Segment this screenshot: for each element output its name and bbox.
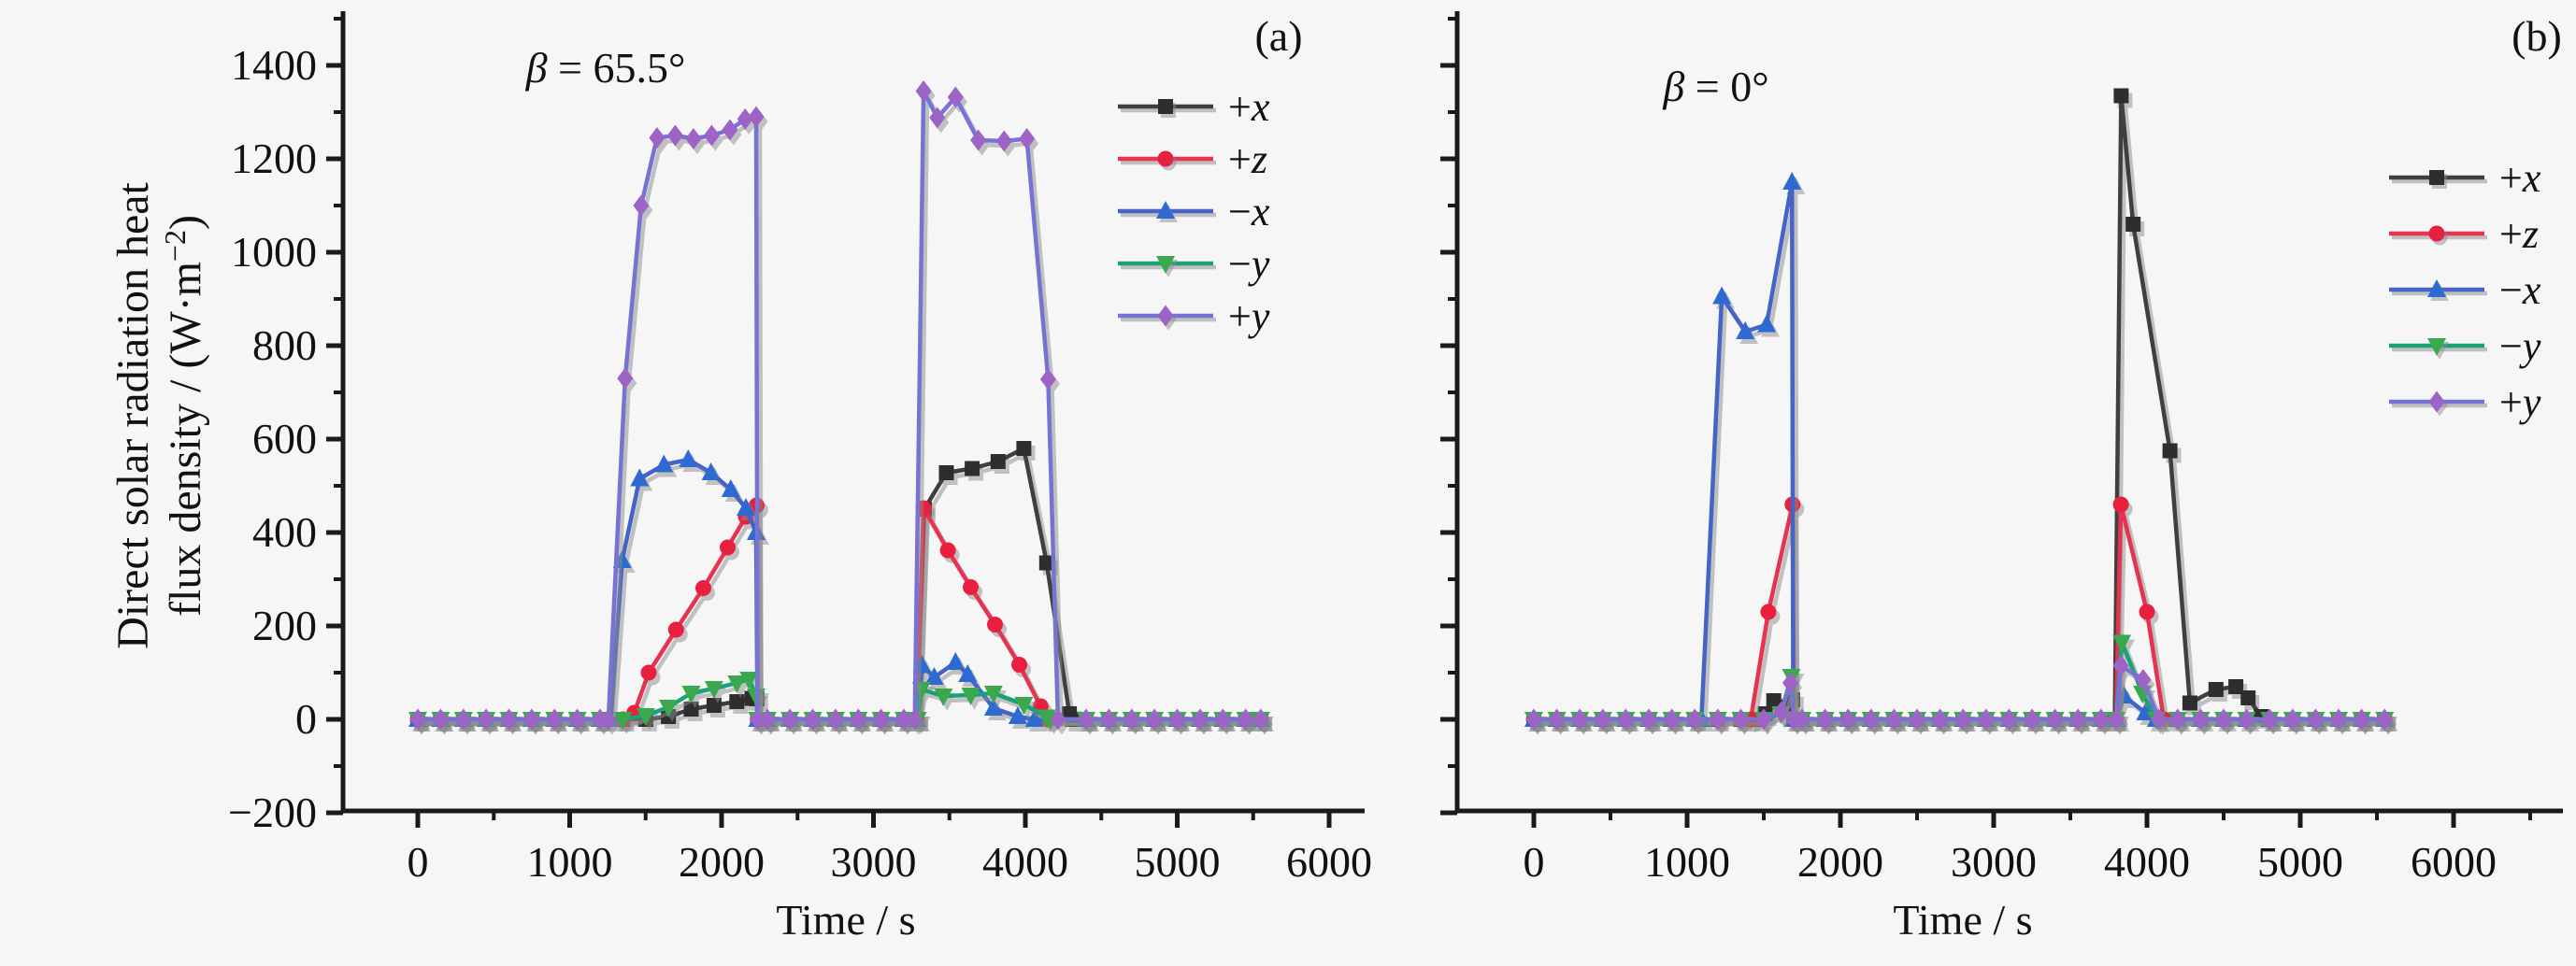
y-tick-label: 1000 (231, 228, 317, 276)
x-axis-title: Time / s (1893, 896, 2032, 944)
legend-label: +x (1228, 84, 1270, 130)
legend-label: +z (1228, 136, 1267, 182)
legend-label: +y (1228, 293, 1270, 339)
legend-label: −x (1228, 189, 1270, 234)
legend-item-+x: +x (1118, 84, 1270, 130)
x-tick-label: 6000 (1286, 838, 1372, 886)
x-tick-label: 5000 (2257, 838, 2343, 886)
y-tick-label: 400 (252, 508, 317, 556)
panel-index-label: (a) (1254, 12, 1302, 60)
legend-item-−y: −y (1118, 241, 1270, 287)
y-axis-title: Direct solar radiation heat flux density … (108, 181, 210, 648)
series-markers-+y (1525, 655, 2393, 731)
x-tick-label: 5000 (1135, 838, 1221, 886)
legend-marker-square-icon (2429, 170, 2444, 185)
legend-label: −y (2499, 323, 2541, 369)
panel-title: β = 0° (1662, 63, 1768, 110)
x-tick-label: 2000 (679, 838, 765, 886)
x-tick-label: 0 (408, 838, 429, 886)
legend-item-−x: −x (2389, 267, 2541, 313)
y-axis-title-line1: Direct solar radiation heat (108, 181, 158, 648)
legend-label: +x (2499, 155, 2541, 201)
axes (1440, 11, 2563, 828)
x-tick-label: 3000 (831, 838, 917, 886)
panel-title: β = 65.5° (525, 44, 686, 92)
legend-label: +z (2499, 211, 2539, 257)
legend-marker-triangle-up-icon (2427, 279, 2446, 297)
panel-(b): 0 1000 2000 3000 4000 5000 6000 +x +z −x −y +y β = 0… (1440, 11, 2563, 944)
x-tick-label: 2000 (1797, 838, 1883, 886)
x-tick-label: 1000 (527, 838, 613, 886)
x-tick-label: 1000 (1644, 838, 1730, 886)
x-tick-label: 3000 (1951, 838, 2037, 886)
series-+y (409, 80, 1269, 731)
x-axis-title: Time / s (776, 896, 915, 944)
legend-label: +y (2499, 379, 2541, 425)
y-tick-label: 1200 (231, 135, 317, 182)
series-+y (1525, 655, 2393, 731)
x-tick-label: 0 (1524, 838, 1545, 886)
legend-item-+z: +z (1118, 136, 1267, 182)
legend-item-−x: −x (1118, 189, 1270, 234)
y-tick-label: 0 (295, 695, 317, 743)
legend-marker-diamond-icon (2428, 391, 2445, 413)
legend-marker-square-icon (1158, 99, 1173, 114)
y-tick-label: 1400 (231, 41, 317, 89)
y-tick-label: 800 (252, 321, 317, 369)
y-tick-label: −200 (228, 788, 317, 836)
legend-marker-diamond-icon (1157, 305, 1174, 327)
legend: +x +z −x −y +y (2389, 155, 2541, 425)
legend-item-+y: +y (2389, 379, 2541, 425)
panel-(a): 0 1000 2000 3000 4000 5000 6000 −200 0 200 400 600 8… (228, 11, 1372, 944)
x-tick-label: 4000 (2104, 838, 2190, 886)
y-tick-label: 600 (252, 415, 317, 462)
legend-marker-circle-icon (2428, 225, 2445, 242)
legend-item-+x: +x (2389, 155, 2541, 201)
legend-item-+z: +z (2389, 211, 2539, 257)
x-tick-label: 6000 (2411, 838, 2497, 886)
panel-index-label: (b) (2512, 12, 2562, 60)
y-axis-title-line2: flux density / (W·m−2) (158, 215, 210, 617)
x-tick-label: 4000 (982, 838, 1068, 886)
legend-item-+y: +y (1118, 293, 1270, 339)
legend-label: −y (1228, 241, 1270, 287)
legend-marker-triangle-up-icon (1156, 201, 1175, 219)
legend-marker-triangle-down-icon (2427, 338, 2446, 356)
axes (326, 11, 1365, 828)
legend-label: −x (2499, 267, 2541, 313)
legend-marker-circle-icon (1157, 150, 1174, 167)
legend-item-−y: −y (2389, 323, 2541, 369)
y-tick-label: 200 (252, 602, 317, 649)
legend-marker-triangle-down-icon (1156, 256, 1175, 274)
legend: +x +z −x −y +y (1118, 84, 1270, 339)
